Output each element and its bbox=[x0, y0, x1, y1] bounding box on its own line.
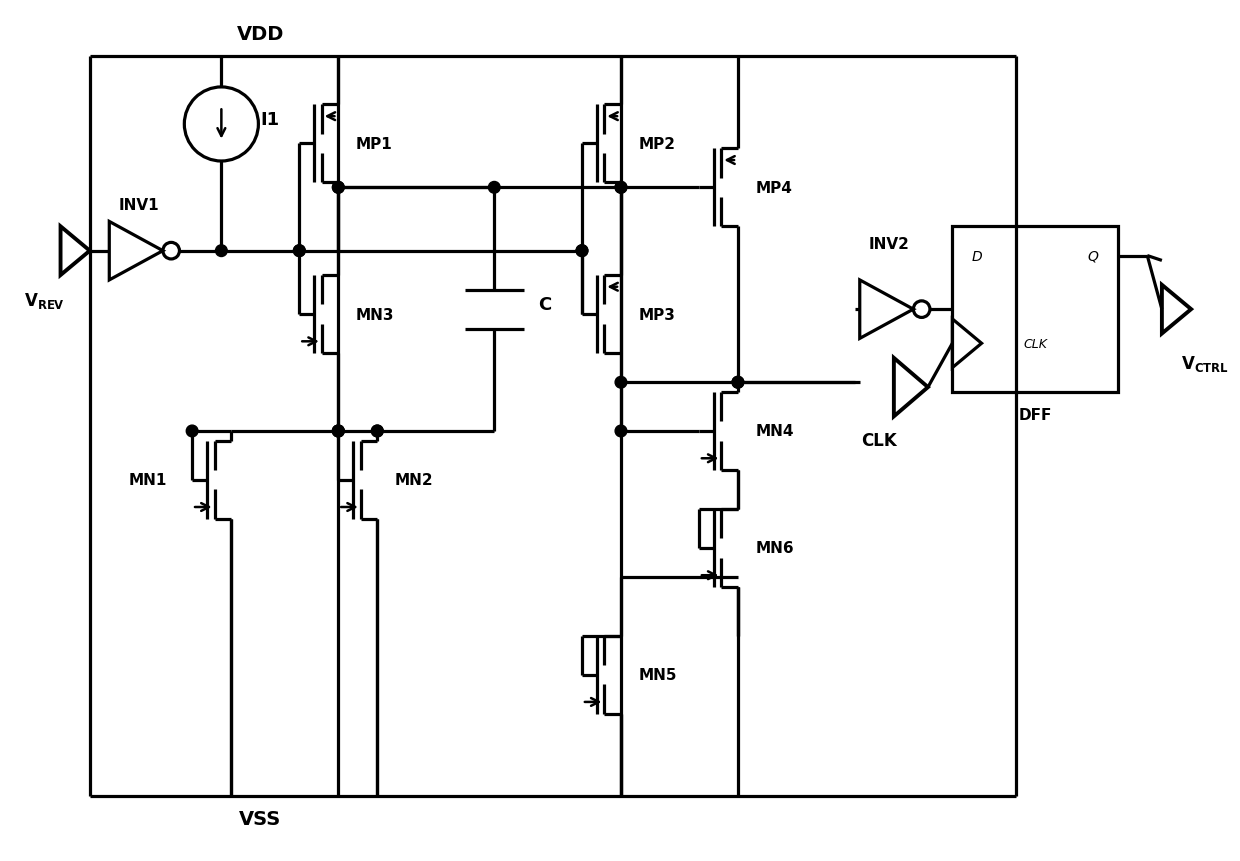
Bar bbox=[952, 227, 1118, 393]
Text: I1: I1 bbox=[260, 111, 279, 129]
Text: Q: Q bbox=[1087, 249, 1099, 263]
Text: MN1: MN1 bbox=[129, 473, 167, 487]
Circle shape bbox=[615, 183, 626, 194]
Text: MN4: MN4 bbox=[755, 424, 794, 439]
Text: C: C bbox=[538, 296, 552, 314]
Circle shape bbox=[332, 183, 345, 194]
Circle shape bbox=[489, 183, 500, 194]
Text: CLK: CLK bbox=[862, 431, 897, 449]
Circle shape bbox=[332, 425, 345, 437]
Text: MN5: MN5 bbox=[639, 667, 677, 682]
Circle shape bbox=[294, 245, 305, 257]
Text: VDD: VDD bbox=[237, 25, 284, 44]
Text: INV1: INV1 bbox=[118, 197, 159, 213]
Circle shape bbox=[372, 425, 383, 437]
Circle shape bbox=[732, 377, 744, 388]
Text: VSS: VSS bbox=[239, 809, 281, 828]
Circle shape bbox=[332, 425, 345, 437]
Circle shape bbox=[615, 425, 626, 437]
Text: DFF: DFF bbox=[1018, 407, 1052, 422]
Circle shape bbox=[577, 245, 588, 257]
Text: INV2: INV2 bbox=[868, 237, 909, 251]
Circle shape bbox=[294, 245, 305, 257]
Circle shape bbox=[577, 245, 588, 257]
Text: MP1: MP1 bbox=[356, 137, 393, 152]
Circle shape bbox=[615, 377, 626, 388]
Text: $\mathbf{V_{REV}}$: $\mathbf{V_{REV}}$ bbox=[24, 290, 64, 310]
Circle shape bbox=[332, 183, 345, 194]
Text: MP2: MP2 bbox=[639, 137, 676, 152]
Circle shape bbox=[732, 377, 744, 388]
Text: MN3: MN3 bbox=[356, 307, 394, 322]
Text: D: D bbox=[972, 249, 982, 263]
Text: MN6: MN6 bbox=[755, 541, 794, 556]
Circle shape bbox=[332, 425, 345, 437]
Circle shape bbox=[186, 425, 198, 437]
Text: CLK: CLK bbox=[1023, 338, 1048, 350]
Text: $\mathbf{V_{CTRL}}$: $\mathbf{V_{CTRL}}$ bbox=[1182, 354, 1229, 374]
Circle shape bbox=[615, 183, 626, 194]
Text: MP3: MP3 bbox=[639, 307, 676, 322]
Text: MN2: MN2 bbox=[394, 473, 434, 487]
Text: MP4: MP4 bbox=[755, 181, 792, 195]
Circle shape bbox=[372, 425, 383, 437]
Circle shape bbox=[216, 245, 227, 257]
